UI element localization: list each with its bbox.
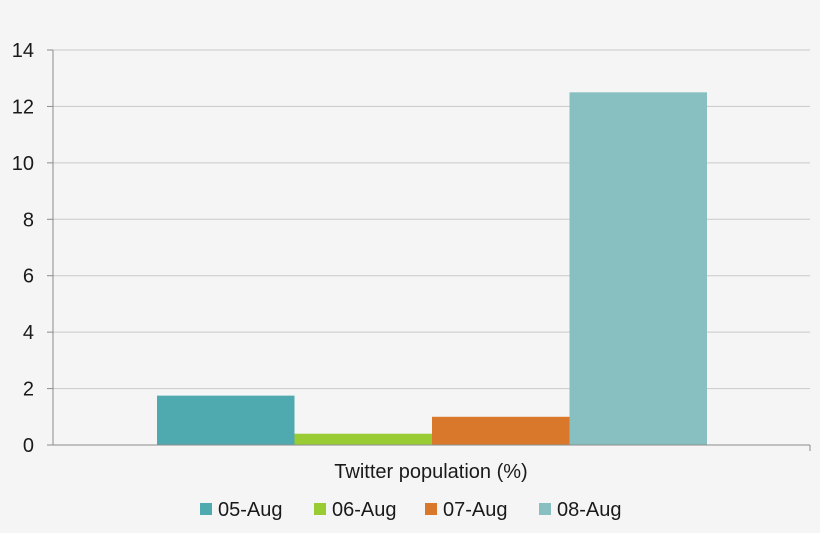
legend-swatch-07-aug — [425, 503, 437, 515]
y-tick-label: 8 — [23, 209, 34, 231]
axes — [47, 49, 811, 451]
y-tick-label: 0 — [23, 435, 34, 457]
y-tick-label: 6 — [23, 266, 34, 288]
y-axis-tick-labels: 0 2 4 6 8 10 12 14 — [12, 40, 34, 457]
legend-label: 08-Aug — [557, 499, 622, 521]
bar-07-aug — [432, 416, 570, 445]
bar-08-aug — [569, 92, 707, 446]
legend-label: 07-Aug — [443, 499, 508, 521]
y-tick-label: 10 — [12, 153, 34, 175]
x-axis-label: Twitter population (%) — [334, 461, 527, 483]
gridlines — [53, 49, 810, 390]
legend-swatch-06-aug — [314, 503, 326, 515]
y-tick-label: 2 — [23, 379, 34, 401]
legend-swatch-08-aug — [539, 503, 551, 515]
bars — [157, 92, 707, 446]
bar-05-aug — [157, 395, 295, 445]
y-tick-label: 12 — [12, 96, 34, 118]
legend-label: 05-Aug — [218, 499, 283, 521]
y-tick-label: 14 — [12, 40, 34, 62]
legend-swatch-05-aug — [200, 503, 212, 515]
legend-label: 06-Aug — [332, 499, 397, 521]
y-tick-label: 4 — [23, 322, 34, 344]
bar-06-aug — [294, 433, 432, 445]
legend: 05-Aug 06-Aug 07-Aug 08-Aug — [200, 499, 622, 521]
